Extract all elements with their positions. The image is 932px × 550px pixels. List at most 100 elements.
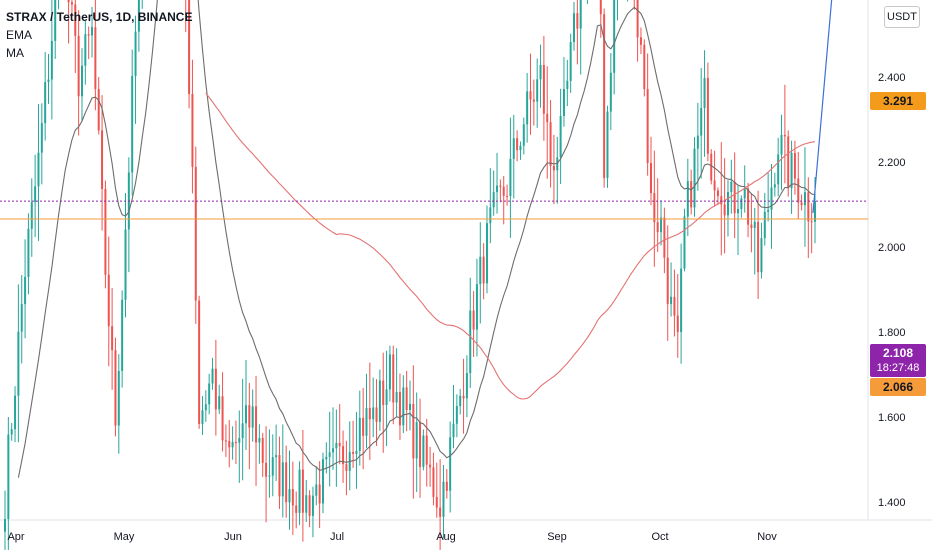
candle-body (114, 350, 117, 426)
candle-body (740, 198, 743, 210)
candle-body (526, 91, 529, 125)
candle-body (814, 201, 816, 222)
x-tick-label: Nov (757, 531, 777, 543)
candle-body (291, 489, 294, 506)
candle-body (435, 496, 438, 508)
candle-body (191, 94, 194, 167)
candle-body (244, 405, 247, 424)
bar-countdown: 18:27:48 (876, 362, 920, 374)
candle-body (372, 407, 375, 420)
ema-indicator-label[interactable]: EMA (6, 28, 33, 42)
candle-body (579, 0, 582, 29)
candle-body (529, 91, 532, 100)
symbol-title[interactable]: STRAX / TetherUS, 1D, BINANCE (6, 10, 193, 24)
candle-body (787, 136, 790, 189)
candle-body (509, 158, 512, 197)
candle-body (241, 423, 244, 438)
candle-body (318, 484, 321, 504)
ma-indicator-label[interactable]: MA (6, 46, 24, 60)
candle-body (636, 0, 639, 38)
candle-body (50, 40, 53, 80)
candle-body (131, 75, 134, 173)
candle-body (690, 181, 693, 208)
candle-body (743, 188, 746, 199)
candle-body (519, 145, 522, 151)
chart-legend: STRAX / TetherUS, 1D, BINANCE EMA MA (6, 8, 192, 62)
candle-body (666, 257, 669, 305)
candle-body (84, 34, 87, 66)
candle-body (285, 462, 288, 503)
candle-body (760, 238, 763, 273)
candle-body (562, 88, 565, 116)
candle-body (234, 442, 237, 444)
candle-body (402, 387, 405, 426)
candle-body (388, 354, 391, 390)
candle-body (415, 422, 418, 459)
candle-body (649, 162, 652, 194)
projection-arrow (812, 0, 833, 214)
price-axis[interactable]: 1.400 1.600 1.800 2.000 2.200 2.400 (878, 72, 906, 509)
candle-body (101, 130, 104, 189)
candle-body (767, 209, 770, 212)
candle-body (121, 299, 124, 371)
candle-body (639, 37, 642, 45)
candle-body (395, 392, 398, 403)
candle-body (91, 27, 94, 36)
currency-button[interactable]: USDT (884, 6, 920, 28)
candle-body (70, 2, 73, 5)
candle-body (37, 152, 40, 187)
candle-body (315, 484, 318, 496)
candle-body (499, 185, 502, 187)
candle-body (412, 403, 415, 459)
candle-body (405, 387, 408, 411)
candle-body (445, 481, 448, 491)
candle-body (730, 181, 733, 193)
candle-body (710, 153, 713, 181)
candle-body (459, 395, 462, 407)
candle-body (305, 495, 308, 513)
candle-body (271, 457, 274, 476)
candle-body (211, 368, 214, 384)
candle-body (308, 495, 311, 516)
candle-body (228, 440, 231, 448)
candle-body (506, 195, 509, 197)
ma-line (205, 92, 816, 400)
candle-body (362, 417, 365, 436)
candle-body (757, 221, 760, 273)
candle-body (342, 446, 345, 465)
candle-body (24, 276, 27, 305)
candle-body (231, 442, 234, 448)
x-tick-label: Sep (547, 531, 567, 543)
candle-body (693, 148, 696, 208)
candle-body (365, 408, 368, 436)
time-axis[interactable]: Apr May Jun Jul Aug Sep Oct Nov (7, 531, 777, 543)
candle-body (700, 108, 703, 136)
candle-body (770, 187, 773, 210)
candle-body (20, 304, 23, 332)
candle-body (606, 111, 609, 178)
candle-body (492, 192, 495, 208)
candle-body (542, 65, 545, 114)
candle-body (663, 217, 666, 258)
candle-body (288, 489, 291, 503)
candle-body (676, 315, 679, 333)
candle-body (298, 469, 301, 513)
candle-body (345, 464, 348, 471)
candle-body (335, 442, 338, 449)
candle-body (124, 229, 127, 300)
candle-body (462, 395, 465, 399)
candle-body (683, 216, 686, 269)
candle-body (713, 180, 716, 191)
candle-body (532, 99, 535, 102)
candle-body (80, 65, 83, 97)
candle-body (409, 403, 411, 411)
candle-body (378, 380, 381, 422)
candle-body (783, 134, 786, 137)
candle-body (321, 459, 324, 504)
candle-body (549, 122, 552, 166)
x-tick-label: Oct (651, 531, 668, 543)
candle-body (643, 44, 646, 90)
candle-body (716, 190, 719, 197)
